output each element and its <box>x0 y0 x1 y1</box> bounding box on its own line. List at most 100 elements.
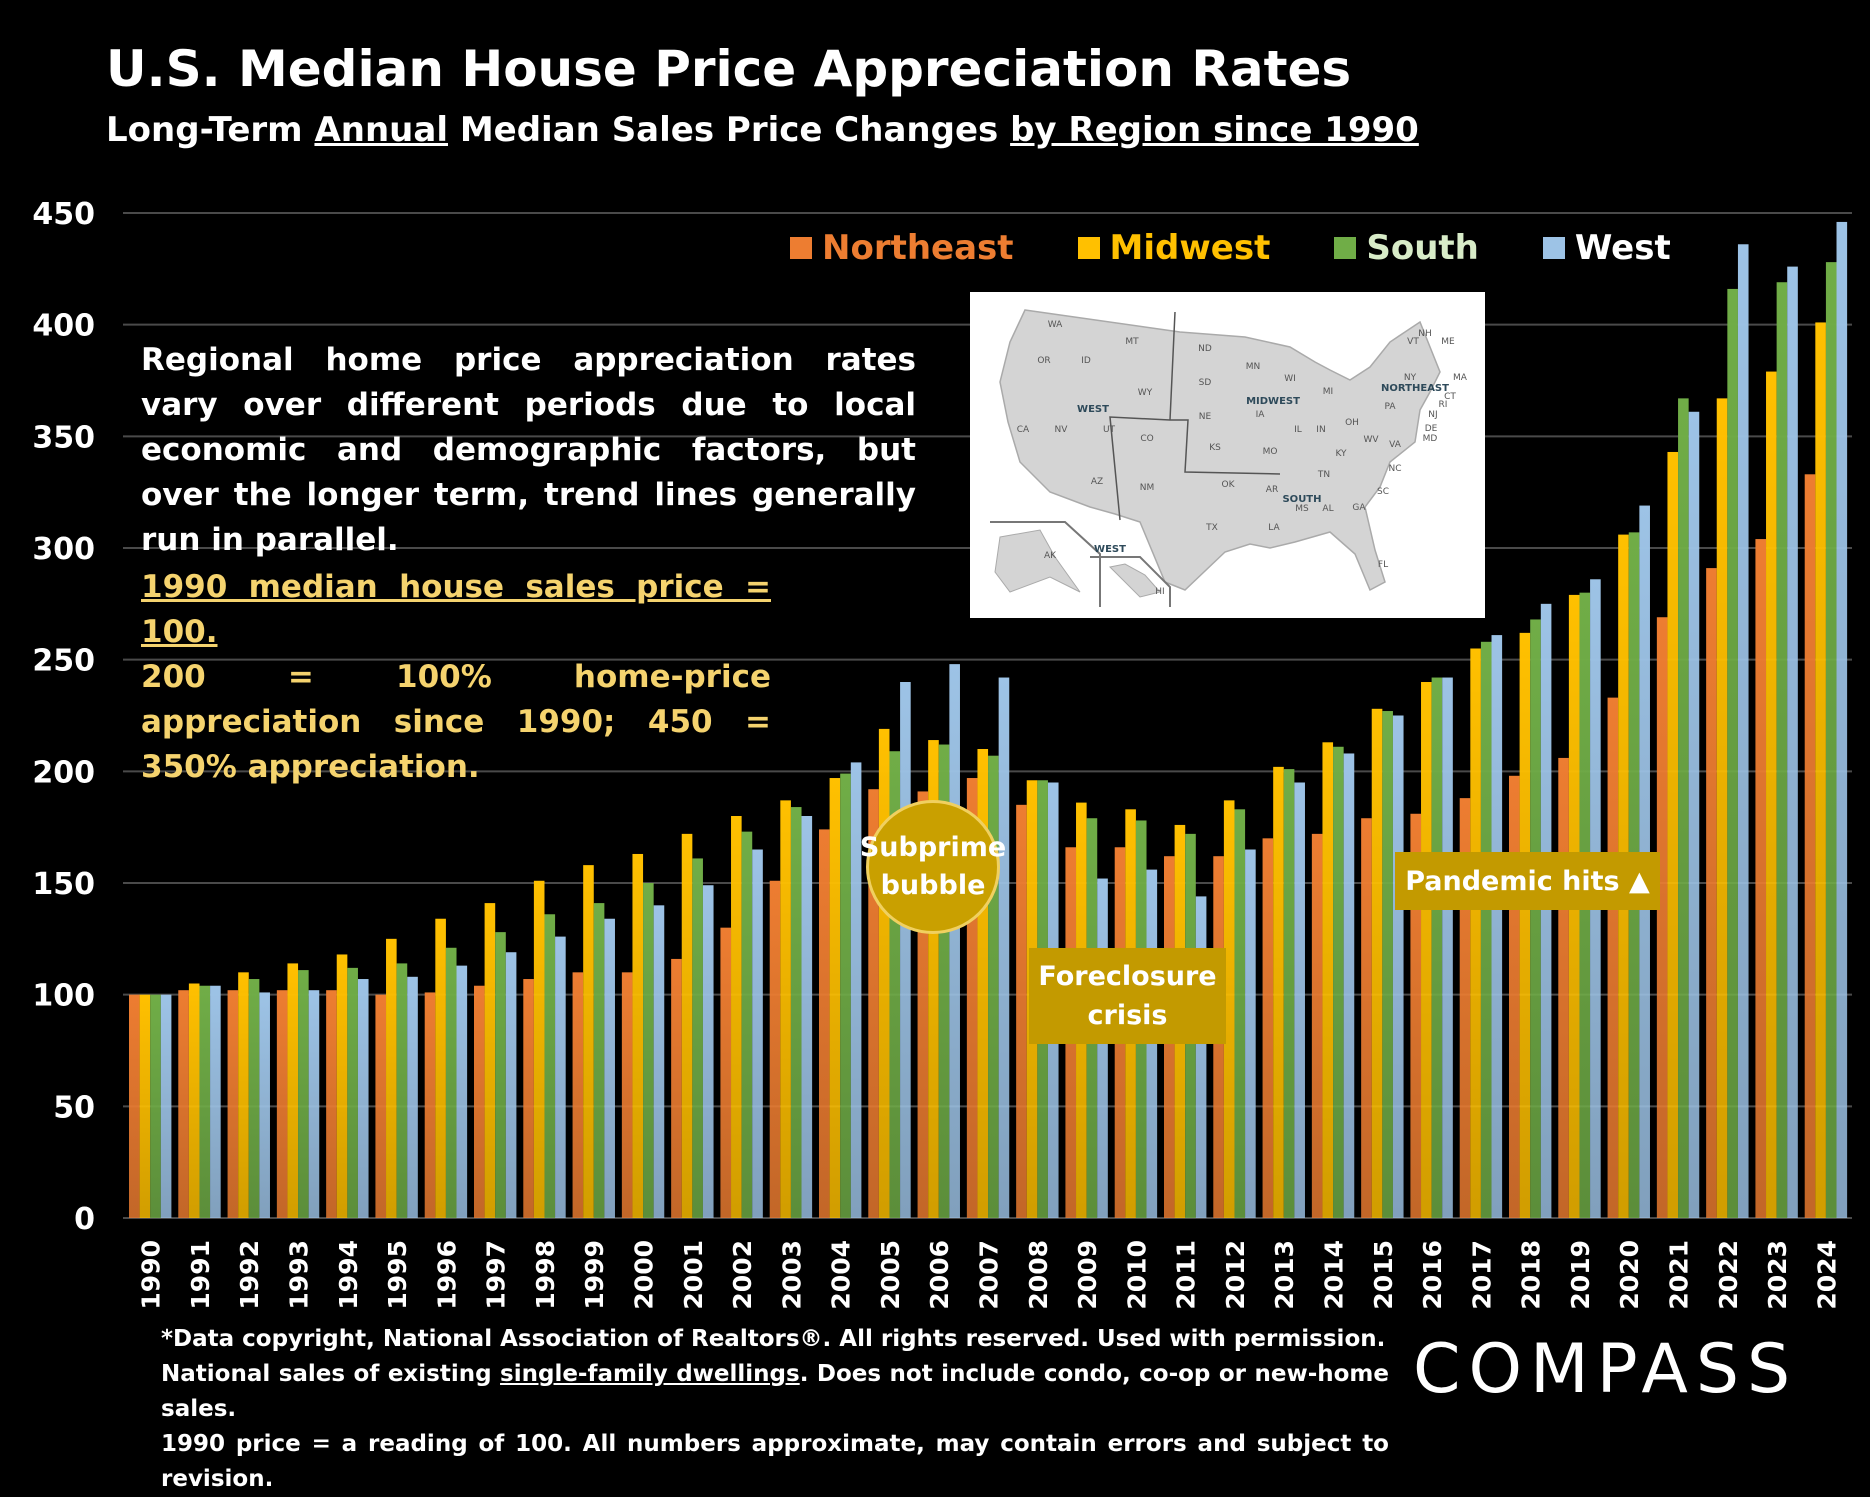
legend-label: Northeast <box>822 228 1014 268</box>
x-tick-label: 2001 <box>679 1240 708 1310</box>
bar-midwest <box>1421 682 1432 1218</box>
state-label: GA <box>1352 503 1366 513</box>
state-label: MS <box>1295 504 1309 514</box>
bar-west <box>1787 266 1798 1219</box>
state-label: MT <box>1125 337 1139 347</box>
bar-northeast <box>1558 757 1569 1218</box>
bar-midwest <box>681 833 693 1218</box>
state-label: KS <box>1209 443 1221 453</box>
bar-northeast <box>1607 697 1619 1218</box>
bar-northeast <box>523 979 534 1218</box>
state-label: CT <box>1444 392 1456 402</box>
bar-northeast <box>769 880 781 1218</box>
state-label: NE <box>1199 412 1212 422</box>
bar-west <box>1688 411 1700 1218</box>
bar-midwest <box>336 954 348 1218</box>
y-tick-label: 300 <box>32 532 95 567</box>
bar-south <box>1234 809 1246 1218</box>
y-tick-label: 200 <box>32 755 95 790</box>
compass-logo: COMPASS <box>1413 1330 1799 1409</box>
x-tick-label: 2010 <box>1122 1240 1151 1310</box>
x-tick-label: 2011 <box>1172 1240 1201 1310</box>
legend-item-west: West <box>1542 228 1671 268</box>
bar-west <box>456 965 468 1218</box>
bar-northeast <box>1706 568 1717 1218</box>
x-tick-label: 1994 <box>334 1240 363 1310</box>
chart-legend: Northeast Midwest South West <box>790 228 1735 268</box>
bar-midwest <box>1273 766 1284 1218</box>
bar-northeast <box>326 990 337 1218</box>
x-tick-label: 2020 <box>1615 1240 1644 1310</box>
bar-south <box>643 883 654 1218</box>
legend-label: South <box>1366 228 1479 268</box>
bar-west <box>259 992 270 1218</box>
index-note-line1: 1990 median house sales price = 100. <box>141 569 771 650</box>
bar-northeast <box>1755 539 1767 1218</box>
bar-south <box>1727 288 1738 1218</box>
bar-south <box>150 994 161 1218</box>
state-label: AK <box>1044 551 1057 561</box>
bar-northeast <box>868 789 879 1218</box>
bar-midwest <box>386 938 397 1218</box>
bar-northeast <box>1804 474 1816 1218</box>
x-tick-label: 1990 <box>137 1240 166 1310</box>
legend-item-northeast: Northeast <box>790 228 1014 268</box>
bar-south <box>298 970 309 1218</box>
bar-midwest <box>583 865 594 1218</box>
x-tick-label: 2007 <box>975 1240 1004 1310</box>
bar-midwest <box>139 994 151 1218</box>
bar-northeast <box>1262 838 1274 1218</box>
bar-south <box>1382 711 1393 1218</box>
bar-midwest <box>829 778 841 1218</box>
x-tick-label: 2022 <box>1714 1240 1743 1310</box>
bar-midwest <box>1815 322 1826 1218</box>
bar-midwest <box>632 853 644 1218</box>
bar-west <box>900 682 911 1218</box>
state-label: IA <box>1256 410 1266 420</box>
bar-northeast <box>1361 818 1372 1218</box>
bar-midwest <box>731 816 742 1218</box>
bar-south <box>1678 398 1689 1218</box>
bar-northeast <box>621 972 633 1218</box>
bar-northeast <box>966 778 978 1218</box>
bar-south <box>692 858 703 1218</box>
state-label: KY <box>1335 449 1347 459</box>
bar-south <box>593 903 605 1218</box>
x-tick-label: 1995 <box>383 1240 412 1310</box>
bar-south <box>347 967 358 1218</box>
y-tick-label: 450 <box>32 197 95 232</box>
bar-midwest <box>188 983 200 1218</box>
bar-midwest <box>1470 648 1481 1218</box>
region-label: MIDWEST <box>1246 396 1300 407</box>
bar-midwest <box>1519 632 1531 1218</box>
bar-south <box>495 932 506 1218</box>
bar-northeast <box>1410 813 1422 1218</box>
bar-west <box>1836 221 1848 1218</box>
x-tick-label: 2002 <box>728 1240 757 1310</box>
bar-south <box>1776 282 1788 1218</box>
bar-south <box>1825 262 1837 1219</box>
legend-item-south: South <box>1334 228 1479 268</box>
x-tick-label: 2024 <box>1812 1240 1841 1310</box>
state-label: TN <box>1317 470 1330 480</box>
bar-midwest <box>928 740 939 1218</box>
us-region-map: WA OR ID MT WY CA NV UT CO AZ NM ND SD NE KS MN IA MO WI IL… <box>970 292 1485 618</box>
state-label: AZ <box>1091 477 1103 487</box>
subprime-bubble-annotation: Subprime bubble <box>860 800 1006 934</box>
bar-midwest <box>1223 800 1235 1218</box>
bar-midwest <box>977 749 989 1218</box>
state-label: WV <box>1363 435 1379 445</box>
bar-northeast <box>671 958 682 1218</box>
alaska-shape <box>994 529 1081 593</box>
bar-midwest <box>1667 451 1679 1218</box>
explanation-note: Regional home price appreciation rates v… <box>141 342 916 558</box>
state-label: WY <box>1138 388 1153 398</box>
bar-west <box>407 976 418 1218</box>
bar-south <box>248 979 260 1218</box>
x-tick-label: 2023 <box>1763 1240 1792 1310</box>
bar-midwest <box>780 800 791 1218</box>
bar-south <box>445 947 457 1218</box>
bar-west <box>1540 603 1552 1218</box>
state-label: WI <box>1284 374 1296 384</box>
state-label: PA <box>1384 402 1396 412</box>
